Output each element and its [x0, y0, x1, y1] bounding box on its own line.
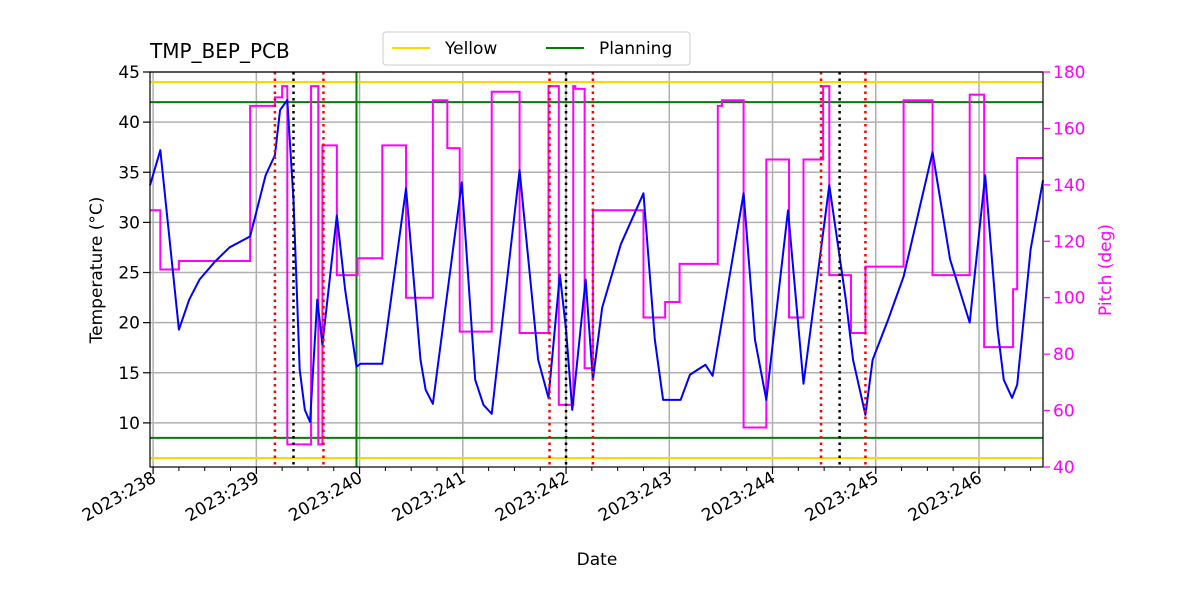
y-tick-label: 10	[118, 414, 140, 434]
x-tick-label: 2023:245	[802, 468, 883, 526]
y-tick-label: 20	[118, 314, 140, 334]
legend: Yellow Planning	[382, 31, 691, 66]
axes: 2023:238 2023:239 2023:240 2023:241 2023:242…	[79, 63, 1085, 526]
x-tick-label: 2023:239	[182, 468, 263, 526]
y2-tick-label: 40	[1053, 458, 1075, 478]
limit-lines	[150, 72, 1043, 467]
y-tick-label: 35	[118, 163, 140, 183]
y-tick-label: 45	[118, 63, 140, 83]
x-tick-label: 2023:243	[595, 468, 676, 526]
y2-axis-label: Pitch (deg)	[1096, 224, 1116, 316]
legend-box	[382, 31, 691, 66]
y2-tick-label: 60	[1053, 402, 1075, 422]
x-tick-label: 2023:240	[286, 468, 367, 526]
y2-tick-label: 140	[1053, 176, 1085, 196]
chart-title: TMP_BEP_PCB	[149, 39, 290, 63]
x-tick-label: 2023:241	[389, 468, 470, 526]
series-layer	[149, 72, 1044, 467]
grid	[150, 71, 1043, 467]
x-tick-label: 2023:238	[79, 468, 160, 526]
plot-frame	[149, 71, 1044, 468]
y2-tick-label: 120	[1053, 232, 1085, 252]
legend-label-planning: Planning	[599, 39, 672, 59]
x-axis-label: Date	[577, 550, 618, 570]
pitch-line	[150, 85, 1043, 446]
legend-label-yellow: Yellow	[444, 39, 497, 59]
y2-tick-label: 180	[1053, 63, 1085, 83]
temperature-line	[149, 99, 1044, 423]
y-tick-label: 15	[118, 364, 140, 384]
y2-tick-label: 80	[1053, 345, 1075, 365]
x-tick-label: 2023:242	[492, 468, 573, 526]
y2-tick-label: 100	[1053, 289, 1085, 309]
y-tick-label: 25	[118, 264, 140, 284]
y-tick-label: 40	[118, 113, 140, 133]
x-tick-label: 2023:246	[905, 468, 986, 526]
y-axis-label: Temperature (°C)	[87, 197, 107, 345]
y2-tick-label: 160	[1053, 119, 1085, 139]
x-tick-label: 2023:244	[698, 468, 779, 526]
y-tick-label: 30	[118, 213, 140, 233]
